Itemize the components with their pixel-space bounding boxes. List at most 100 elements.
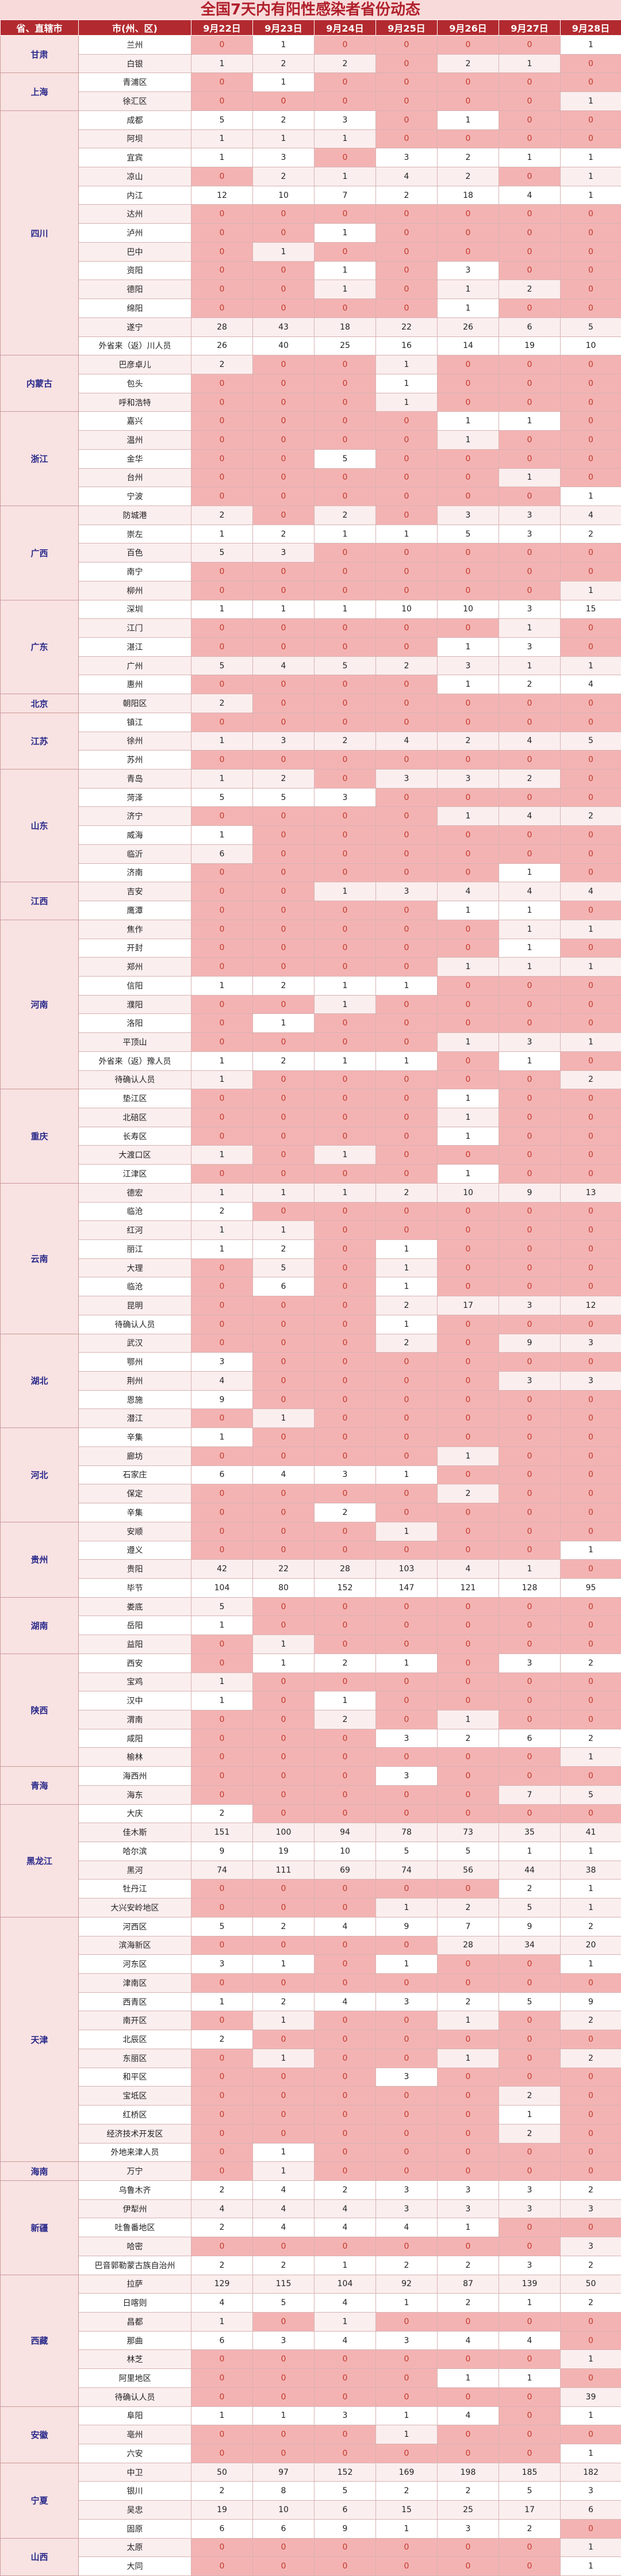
value-cell: 147: [376, 1578, 438, 1597]
value-cell: 12: [191, 186, 253, 205]
value-cell: 0: [499, 2538, 561, 2557]
city-cell: 丽江: [79, 1240, 191, 1259]
value-cell: 0: [253, 374, 315, 393]
value-cell: 0: [376, 1146, 438, 1165]
value-cell: 0: [376, 863, 438, 882]
value-cell: 5: [191, 1597, 253, 1616]
header-city: 市(州、区): [79, 20, 191, 36]
value-cell: 0: [499, 1165, 561, 1184]
value-cell: 0: [191, 751, 253, 770]
value-cell: 0: [438, 1503, 499, 1522]
value-cell: 0: [253, 1315, 315, 1334]
value-cell: 0: [376, 1033, 438, 1052]
value-cell: 2: [253, 2256, 315, 2275]
value-cell: 0: [438, 1880, 499, 1898]
value-cell: 41: [561, 1823, 621, 1842]
value-cell: 0: [253, 1446, 315, 1465]
value-cell: 0: [191, 1898, 253, 1917]
value-cell: 0: [438, 995, 499, 1014]
value-cell: 1: [191, 826, 253, 845]
value-cell: 0: [561, 110, 621, 129]
city-cell: 焦作: [79, 920, 191, 939]
value-cell: 0: [499, 1748, 561, 1767]
value-cell: 0: [499, 543, 561, 562]
value-cell: 0: [499, 1315, 561, 1334]
value-cell: 4: [499, 882, 561, 901]
city-cell: 昆明: [79, 1296, 191, 1315]
value-cell: 0: [376, 1070, 438, 1089]
value-cell: 0: [191, 2162, 253, 2181]
value-cell: 0: [315, 901, 376, 920]
value-cell: 3: [499, 638, 561, 657]
value-cell: 0: [561, 1635, 621, 1654]
value-cell: 3: [253, 543, 315, 562]
province-cell: 河南: [1, 920, 79, 1089]
value-cell: 0: [499, 374, 561, 393]
value-cell: 0: [438, 1767, 499, 1786]
value-cell: 152: [315, 1578, 376, 1597]
city-cell: 巴音郭勒蒙古族自治州: [79, 2256, 191, 2275]
city-cell: 德宏: [79, 1183, 191, 1202]
value-cell: 0: [315, 807, 376, 826]
value-cell: 0: [438, 1672, 499, 1691]
value-cell: 26: [438, 317, 499, 336]
value-cell: 1: [191, 1691, 253, 1710]
value-cell: 2: [315, 1710, 376, 1729]
value-cell: 0: [499, 2557, 561, 2576]
value-cell: 0: [315, 751, 376, 770]
value-cell: 0: [499, 2237, 561, 2256]
city-cell: 渭南: [79, 1710, 191, 1729]
value-cell: 3: [438, 2180, 499, 2199]
city-cell: 平顶山: [79, 1033, 191, 1052]
value-cell: 6: [253, 2519, 315, 2538]
value-cell: 0: [499, 1353, 561, 1372]
value-cell: 69: [315, 1861, 376, 1880]
data-table: 省、直辖市 市(州、区) 9月22日 9月23日 9月24日 9月25日 9月2…: [0, 20, 621, 2576]
value-cell: 4: [499, 2331, 561, 2350]
value-cell: 9: [376, 1917, 438, 1936]
value-cell: 3: [315, 1465, 376, 1484]
value-cell: 1: [376, 1465, 438, 1484]
value-cell: 0: [561, 449, 621, 468]
value-cell: 0: [315, 36, 376, 55]
value-cell: 0: [315, 73, 376, 92]
value-cell: 0: [438, 355, 499, 374]
value-cell: 0: [191, 1710, 253, 1729]
value-cell: 0: [253, 1372, 315, 1391]
city-cell: 大兴安岭地区: [79, 1898, 191, 1917]
city-cell: 西青区: [79, 1992, 191, 2011]
value-cell: 129: [191, 2275, 253, 2294]
value-cell: 10: [561, 336, 621, 355]
value-cell: 0: [438, 581, 499, 600]
value-cell: 4: [499, 732, 561, 751]
value-cell: 0: [438, 976, 499, 995]
value-cell: 0: [561, 1127, 621, 1146]
value-cell: 0: [561, 1108, 621, 1127]
value-cell: 3: [376, 2180, 438, 2199]
city-cell: 青岛: [79, 770, 191, 789]
city-cell: 辛集: [79, 1428, 191, 1447]
value-cell: 0: [253, 581, 315, 600]
value-cell: 3: [376, 2331, 438, 2350]
value-cell: 0: [376, 1710, 438, 1729]
city-cell: 金华: [79, 449, 191, 468]
value-cell: 169: [376, 2463, 438, 2482]
value-cell: 0: [253, 1974, 315, 1993]
value-cell: 4: [438, 2406, 499, 2425]
value-cell: 0: [376, 468, 438, 487]
city-cell: 内江: [79, 186, 191, 205]
value-cell: 0: [315, 2425, 376, 2444]
value-cell: 1: [561, 148, 621, 167]
value-cell: 0: [438, 1070, 499, 1089]
